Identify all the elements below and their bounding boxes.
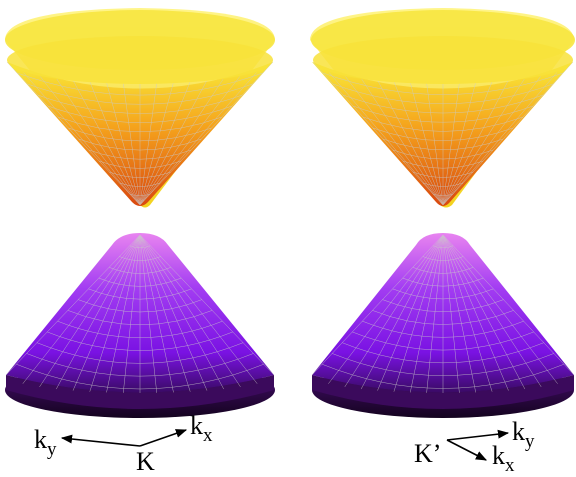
axes-left: ky kx K	[34, 411, 213, 476]
mesh-line	[442, 76, 541, 206]
upper-cone-body	[312, 62, 573, 206]
mesh-line	[139, 83, 174, 206]
lower-cone-second-layer	[6, 375, 274, 409]
valence-cone-left	[5, 233, 275, 418]
mesh-line	[311, 234, 444, 376]
axis-arrow-ky-right	[446, 429, 510, 441]
mesh-line	[139, 234, 208, 391]
mesh-line	[329, 72, 444, 206]
mesh-line	[442, 234, 509, 391]
mesh-line	[40, 76, 141, 206]
mesh-line	[73, 80, 141, 206]
mesh-line	[410, 234, 444, 393]
mesh-line	[442, 234, 575, 376]
mesh-line	[442, 80, 509, 206]
mesh-line	[442, 83, 460, 206]
mesh-line	[139, 234, 174, 393]
mesh-line	[123, 234, 141, 393]
mesh-line	[139, 234, 157, 393]
mesh-line	[312, 61, 444, 206]
valley-label-k: K	[136, 447, 155, 476]
mesh-line	[139, 61, 274, 206]
mesh-line	[89, 234, 141, 392]
mesh-line	[139, 234, 191, 392]
mesh-line	[442, 234, 542, 388]
axis-label-kx-right: kx	[492, 441, 515, 476]
mesh-line	[442, 79, 525, 206]
axis-label-ky-right: ky	[512, 417, 535, 452]
mesh-line	[5, 234, 141, 376]
mesh-line	[139, 234, 241, 388]
valley-label-k-prime: K’	[414, 439, 441, 468]
mesh-line	[377, 80, 444, 206]
mesh-line	[89, 82, 141, 206]
mesh-line	[39, 234, 141, 388]
mesh-line	[442, 82, 492, 206]
mesh-line	[442, 234, 558, 384]
mesh-line	[442, 83, 476, 206]
mesh-line	[426, 83, 444, 206]
mesh-line	[22, 234, 141, 384]
panel-right: ky kx K’	[310, 8, 575, 476]
mesh-line	[360, 234, 444, 390]
mesh-line	[106, 234, 141, 393]
mesh-line	[139, 82, 191, 206]
mesh-line	[123, 83, 141, 206]
axis-arrow-kx-left	[139, 429, 188, 447]
mesh-line	[23, 72, 141, 206]
mesh-line	[345, 76, 444, 206]
mesh-line	[139, 234, 258, 384]
mesh-line	[442, 234, 526, 390]
axes-right: ky kx K’	[414, 417, 535, 476]
conduction-cone-right	[310, 8, 575, 208]
mesh-line	[139, 72, 257, 206]
mesh-line	[442, 72, 557, 206]
mesh-line	[106, 83, 141, 206]
mesh-line	[6, 61, 141, 206]
mesh-line	[442, 61, 574, 206]
mesh-line	[56, 79, 141, 206]
axis-arrow-ky-left	[60, 434, 141, 447]
upper-cone-lip	[7, 36, 273, 84]
mesh-line	[394, 82, 444, 206]
conduction-cone-left	[5, 8, 275, 208]
mesh-line	[393, 234, 444, 392]
mesh-line	[139, 76, 240, 206]
mesh-line	[139, 234, 275, 376]
axis-label-ky-left: ky	[34, 425, 57, 460]
upper-cone-mesh-right	[312, 61, 574, 206]
mesh-line	[139, 80, 207, 206]
mesh-line	[377, 234, 444, 391]
mesh-line	[410, 83, 444, 206]
mesh-line	[139, 234, 224, 390]
mesh-line	[328, 234, 444, 384]
mesh-line	[139, 83, 157, 206]
mesh-line	[426, 234, 444, 393]
mesh-line	[344, 234, 444, 388]
mesh-line	[361, 79, 444, 206]
mesh-line	[442, 234, 476, 393]
upper-cone-mesh-left	[6, 61, 274, 206]
lower-cone-mesh-left	[5, 234, 275, 393]
mesh-line	[442, 234, 493, 392]
axis-label-kx-left: kx	[190, 411, 213, 446]
valence-cone-right	[311, 233, 575, 418]
lower-cone-second-layer	[312, 375, 574, 409]
mesh-line	[72, 234, 141, 391]
axis-arrow-kx-right	[446, 439, 487, 461]
mesh-line	[56, 234, 141, 390]
panel-left: ky kx K	[5, 8, 275, 476]
lower-cone-mesh-right	[311, 234, 575, 393]
upper-cone-lip	[313, 36, 573, 84]
mesh-line	[442, 234, 460, 393]
mesh-line	[139, 79, 224, 206]
